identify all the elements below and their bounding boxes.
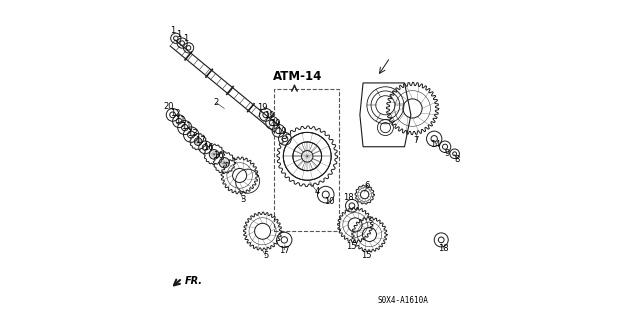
Text: 1: 1	[177, 30, 182, 39]
Text: 3: 3	[240, 195, 246, 204]
Text: 4: 4	[314, 187, 319, 196]
Text: 20: 20	[163, 102, 173, 111]
Text: 9: 9	[444, 149, 449, 158]
Text: 19: 19	[276, 127, 287, 136]
Text: 10: 10	[324, 197, 334, 206]
Bar	[274, 89, 339, 231]
Text: 17: 17	[195, 136, 206, 145]
Text: 13: 13	[187, 130, 198, 138]
Text: ATM-14: ATM-14	[273, 70, 323, 83]
Text: 1: 1	[183, 34, 188, 43]
Text: 6: 6	[365, 181, 370, 189]
Text: 16: 16	[203, 143, 214, 152]
Text: 7: 7	[413, 137, 419, 145]
Text: 16: 16	[213, 151, 224, 160]
Text: 1: 1	[170, 26, 175, 35]
Text: S0X4-A1610A: S0X4-A1610A	[378, 296, 428, 305]
Text: 19: 19	[257, 103, 268, 112]
Text: 15: 15	[346, 242, 356, 251]
Text: 8: 8	[454, 155, 460, 164]
Text: 19: 19	[264, 111, 274, 120]
Text: 17: 17	[279, 246, 289, 255]
Text: 15: 15	[361, 251, 371, 260]
Text: 12: 12	[171, 109, 181, 118]
Text: 5: 5	[263, 251, 268, 260]
Text: 11: 11	[180, 122, 191, 131]
Text: FR.: FR.	[184, 276, 202, 286]
Text: 18: 18	[438, 244, 449, 253]
Text: 2: 2	[214, 98, 219, 107]
Text: 14: 14	[430, 140, 441, 149]
Text: 19: 19	[270, 119, 280, 128]
Text: 18: 18	[344, 193, 354, 202]
Text: 11: 11	[175, 116, 186, 125]
